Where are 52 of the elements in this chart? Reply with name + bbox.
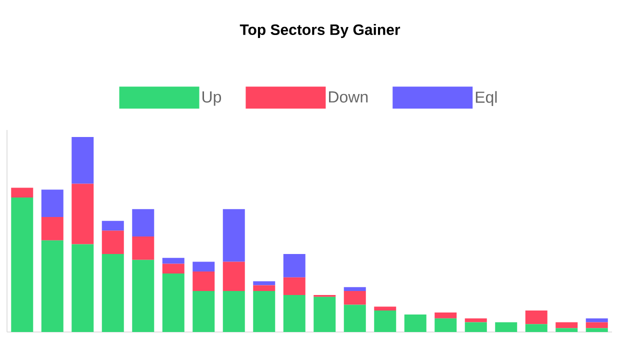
- bar: [222, 209, 245, 262]
- bar: [525, 324, 548, 332]
- bar: [586, 318, 608, 322]
- bar: [222, 262, 245, 292]
- bar: [344, 304, 366, 332]
- bar: [253, 285, 276, 292]
- bar: [132, 260, 154, 332]
- bar: [344, 287, 366, 292]
- bar: [72, 184, 94, 244]
- bar: [222, 291, 245, 332]
- bar: [192, 262, 215, 272]
- bar: [434, 318, 457, 332]
- bar: [556, 322, 578, 328]
- legend-label: Up: [202, 91, 222, 106]
- bar: [344, 291, 366, 305]
- bar: [525, 310, 548, 324]
- legend-label: Eql: [476, 91, 497, 106]
- bar: [404, 314, 426, 332]
- bar: [41, 216, 64, 240]
- bar: [283, 254, 306, 278]
- bar: [253, 281, 276, 286]
- bar: [464, 322, 487, 332]
- bar: [162, 258, 184, 264]
- bar: [41, 240, 64, 332]
- chart-title: Top Sectors By Gainer: [240, 24, 400, 38]
- bar: [162, 264, 184, 274]
- bar: [132, 209, 154, 236]
- bar: [102, 220, 124, 231]
- bar: [192, 272, 215, 292]
- bar: [314, 296, 336, 332]
- bar: [132, 236, 154, 260]
- bar: [253, 291, 276, 332]
- bar: [495, 322, 518, 332]
- bar: [283, 294, 306, 332]
- bar: [11, 197, 34, 332]
- bar: [102, 254, 124, 332]
- bar: [11, 188, 34, 198]
- bar: [192, 291, 215, 332]
- bar: [102, 230, 124, 254]
- bar: [464, 318, 487, 322]
- bar: [162, 273, 184, 332]
- bar: [586, 328, 608, 332]
- bar: [41, 190, 64, 217]
- legend-label: Down: [329, 91, 368, 103]
- bar: [374, 310, 396, 332]
- bar: [72, 244, 94, 332]
- bar: [586, 322, 608, 328]
- bar: [374, 306, 396, 311]
- bar: [434, 312, 457, 318]
- bar: [283, 277, 306, 295]
- bar: [556, 328, 578, 332]
- bar: [72, 137, 94, 184]
